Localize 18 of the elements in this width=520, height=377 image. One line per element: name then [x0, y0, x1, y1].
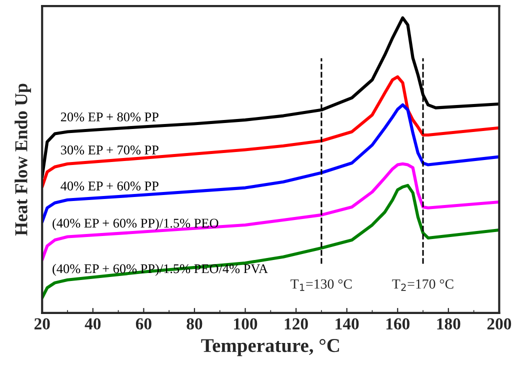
x-tick-label: 60: [136, 318, 152, 330]
x-tick-label: 20: [34, 318, 50, 330]
series-label: 20% EP + 80% PP: [60, 112, 158, 122]
x-tick-label: 200: [487, 318, 512, 330]
series-label: (40% EP + 60% PP)/1.5% PEO: [52, 218, 218, 230]
x-tick-label: 80: [186, 318, 202, 330]
x-tick-label: 40: [84, 318, 101, 330]
x-tick-label: 140: [336, 318, 359, 330]
series-label: 30% EP + 70% PP: [61, 146, 158, 154]
ref-line-label: T$_{1}$=130 °C: [290, 279, 352, 291]
ref-line-label: T$_{2}$=170 °C: [392, 279, 454, 291]
series-label: 40% EP + 60% PP: [60, 182, 158, 190]
y-axis-title: Heat Flow Endo Up: [14, 84, 32, 236]
x-axis-title: Temperature, °C: [201, 339, 339, 356]
x-tick-label: 100: [234, 318, 258, 330]
x-tick-label: 120: [284, 318, 308, 330]
x-tick-label: 160: [386, 318, 410, 330]
x-tick-label: 180: [437, 318, 460, 330]
